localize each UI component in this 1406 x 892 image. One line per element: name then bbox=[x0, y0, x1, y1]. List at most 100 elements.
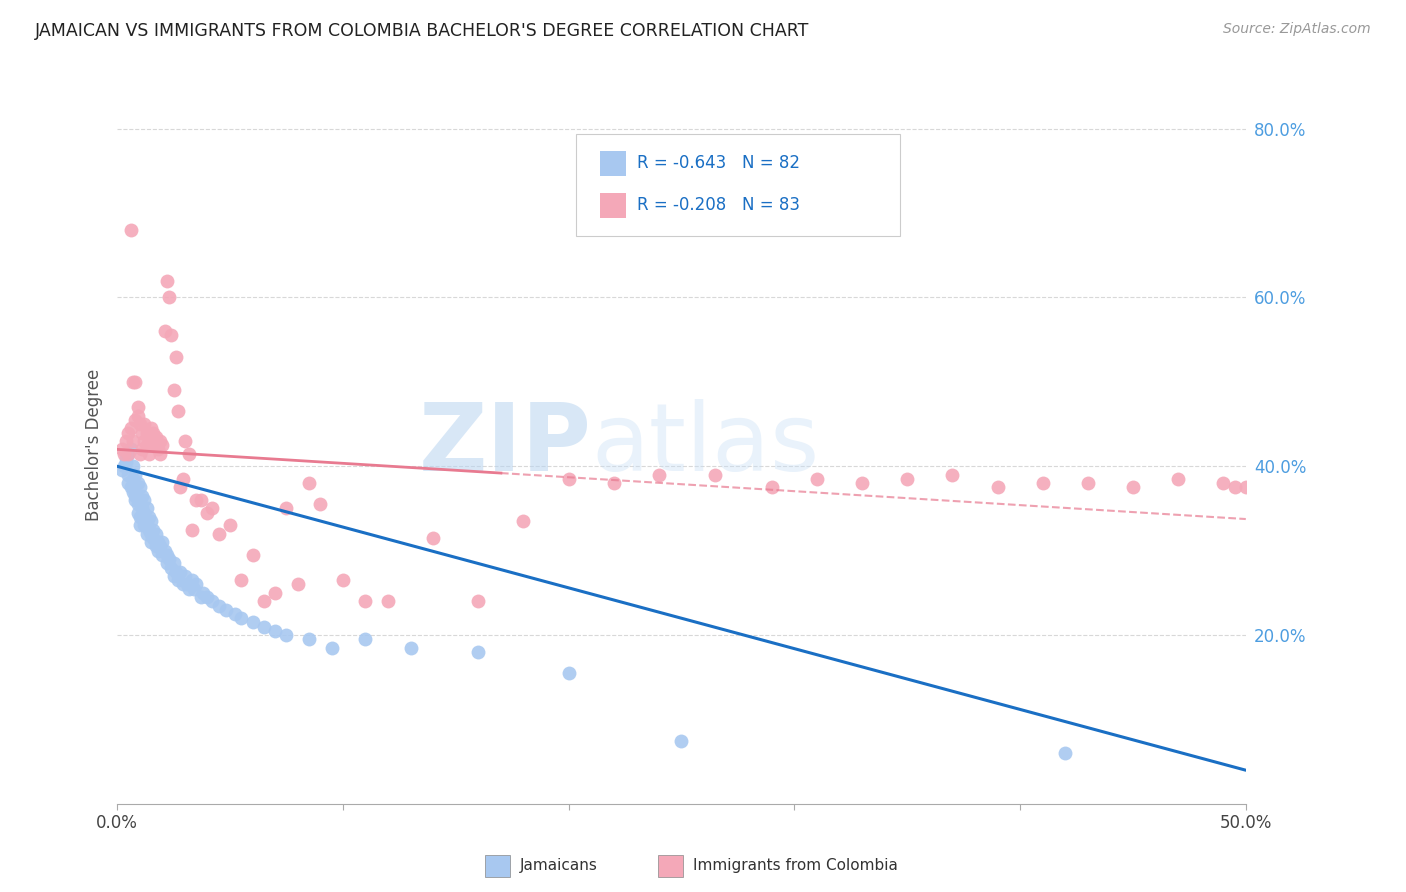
Point bbox=[377, 594, 399, 608]
Point bbox=[127, 409, 149, 423]
Point bbox=[131, 489, 153, 503]
Point bbox=[165, 350, 187, 364]
Text: ZIP: ZIP bbox=[419, 400, 591, 491]
Point bbox=[179, 447, 201, 461]
Point bbox=[253, 594, 276, 608]
Point bbox=[134, 434, 156, 448]
Point bbox=[153, 324, 176, 338]
Point bbox=[124, 413, 146, 427]
Point bbox=[309, 497, 332, 511]
Point bbox=[122, 375, 145, 389]
Text: Immigrants from Colombia: Immigrants from Colombia bbox=[693, 858, 898, 872]
Point bbox=[145, 540, 167, 554]
Point bbox=[135, 425, 157, 440]
Point bbox=[165, 565, 187, 579]
Point bbox=[112, 459, 135, 474]
Point bbox=[134, 493, 156, 508]
Point bbox=[1054, 747, 1077, 761]
Point bbox=[186, 493, 208, 508]
Point bbox=[115, 450, 138, 465]
Point bbox=[127, 400, 149, 414]
Point bbox=[557, 472, 579, 486]
Point bbox=[1122, 480, 1144, 494]
Point bbox=[111, 442, 134, 457]
Point bbox=[134, 518, 156, 533]
Point bbox=[896, 472, 918, 486]
Point bbox=[127, 506, 149, 520]
Point bbox=[149, 447, 172, 461]
Point bbox=[180, 523, 202, 537]
Point bbox=[139, 421, 162, 435]
Point bbox=[142, 425, 165, 440]
Point bbox=[172, 472, 194, 486]
Point bbox=[191, 586, 214, 600]
Point bbox=[139, 535, 162, 549]
Y-axis label: Bachelor's Degree: Bachelor's Degree bbox=[86, 369, 103, 521]
Point bbox=[127, 497, 149, 511]
Point bbox=[169, 480, 191, 494]
Point bbox=[127, 476, 149, 491]
Text: R = -0.643   N = 82: R = -0.643 N = 82 bbox=[637, 154, 800, 172]
Point bbox=[149, 434, 172, 448]
Point bbox=[117, 425, 139, 440]
Point bbox=[162, 384, 184, 398]
Point bbox=[253, 620, 276, 634]
Point bbox=[557, 666, 579, 681]
Text: atlas: atlas bbox=[591, 400, 820, 491]
Point bbox=[128, 417, 150, 431]
Point bbox=[806, 472, 828, 486]
Point bbox=[156, 557, 179, 571]
Point bbox=[201, 594, 224, 608]
Point bbox=[150, 438, 173, 452]
Point bbox=[146, 442, 169, 457]
Point bbox=[128, 493, 150, 508]
Text: JAMAICAN VS IMMIGRANTS FROM COLOMBIA BACHELOR'S DEGREE CORRELATION CHART: JAMAICAN VS IMMIGRANTS FROM COLOMBIA BAC… bbox=[35, 22, 810, 40]
Point bbox=[172, 577, 194, 591]
Point bbox=[122, 434, 145, 448]
Point bbox=[176, 577, 198, 591]
Point bbox=[174, 434, 197, 448]
Point bbox=[120, 480, 142, 494]
Point bbox=[276, 501, 298, 516]
Point bbox=[512, 514, 534, 528]
Point bbox=[190, 493, 212, 508]
Point bbox=[214, 603, 236, 617]
Point bbox=[208, 599, 231, 613]
Point bbox=[167, 404, 190, 418]
Point bbox=[1032, 476, 1054, 491]
Point bbox=[1257, 480, 1279, 494]
Point bbox=[134, 417, 156, 431]
Point bbox=[399, 640, 422, 655]
Point bbox=[138, 523, 160, 537]
Point bbox=[146, 543, 169, 558]
Point bbox=[1246, 476, 1268, 491]
Point bbox=[354, 632, 377, 647]
Point bbox=[150, 548, 173, 562]
Point bbox=[851, 476, 873, 491]
Text: Source: ZipAtlas.com: Source: ZipAtlas.com bbox=[1223, 22, 1371, 37]
Point bbox=[156, 274, 179, 288]
Point bbox=[197, 506, 219, 520]
Point bbox=[761, 480, 783, 494]
Point bbox=[111, 463, 134, 477]
Point bbox=[298, 632, 321, 647]
Point bbox=[231, 611, 253, 625]
Point bbox=[242, 615, 264, 630]
Point bbox=[467, 594, 489, 608]
Point bbox=[704, 467, 727, 482]
Point bbox=[1223, 480, 1246, 494]
Point bbox=[112, 447, 135, 461]
Point bbox=[467, 645, 489, 659]
Point bbox=[986, 480, 1008, 494]
Point bbox=[139, 526, 162, 541]
Point bbox=[149, 540, 172, 554]
Point bbox=[138, 510, 160, 524]
Point bbox=[117, 467, 139, 482]
Point bbox=[131, 510, 153, 524]
Point bbox=[153, 543, 176, 558]
Point bbox=[1077, 476, 1099, 491]
Point bbox=[648, 467, 671, 482]
Point bbox=[162, 569, 184, 583]
Point bbox=[135, 438, 157, 452]
Point bbox=[142, 434, 165, 448]
